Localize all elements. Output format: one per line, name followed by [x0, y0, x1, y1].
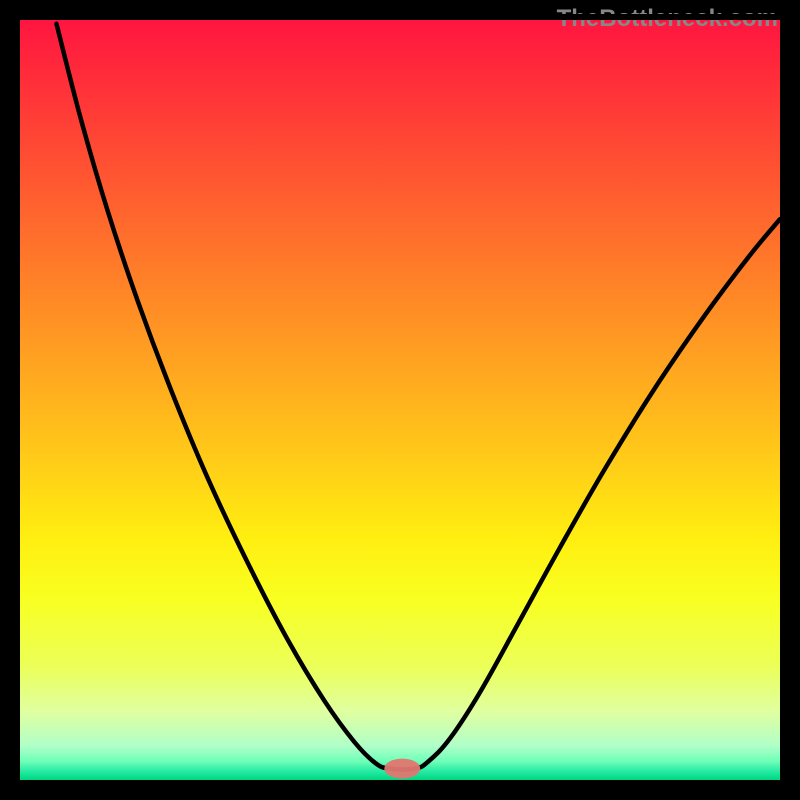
optimal-point-marker: [384, 759, 420, 779]
chart-gradient-background: [20, 20, 780, 780]
